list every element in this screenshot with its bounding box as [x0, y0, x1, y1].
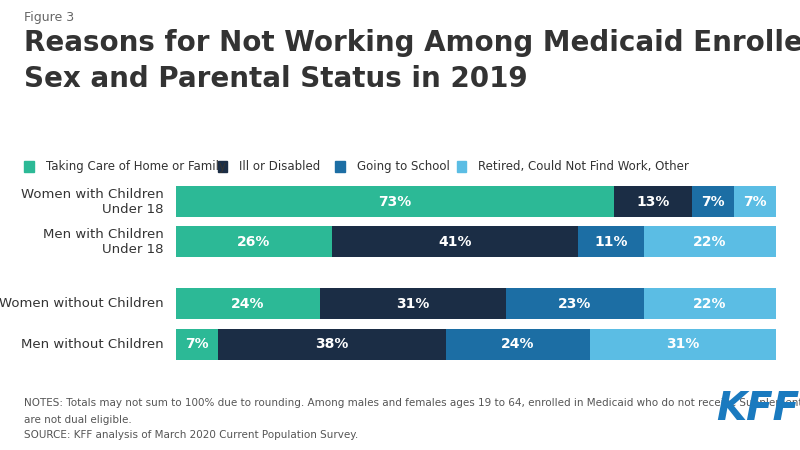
Text: Women without Children: Women without Children [0, 297, 164, 310]
Bar [176, 288, 320, 319]
Bar [578, 226, 644, 257]
Bar [176, 226, 332, 257]
Bar [644, 288, 776, 319]
Text: 13%: 13% [636, 195, 670, 209]
Text: 22%: 22% [694, 297, 726, 311]
Text: NOTES: Totals may not sum to 100% due to rounding. Among males and females ages : NOTES: Totals may not sum to 100% due to… [24, 398, 800, 408]
Text: Ill or Disabled: Ill or Disabled [239, 160, 321, 173]
Text: 26%: 26% [238, 235, 270, 249]
Bar [332, 226, 578, 257]
Bar [176, 328, 218, 360]
Bar [506, 288, 644, 319]
Text: Reasons for Not Working Among Medicaid Enrollees Vary by: Reasons for Not Working Among Medicaid E… [24, 29, 800, 57]
Text: Retired, Could Not Find Work, Other: Retired, Could Not Find Work, Other [478, 160, 690, 173]
Text: 31%: 31% [396, 297, 430, 311]
Bar [176, 186, 614, 217]
Bar [614, 186, 692, 217]
Bar [734, 186, 776, 217]
Text: 24%: 24% [231, 297, 265, 311]
Text: 31%: 31% [666, 337, 700, 351]
Text: 7%: 7% [743, 195, 767, 209]
Text: 73%: 73% [378, 195, 412, 209]
Text: Going to School: Going to School [357, 160, 450, 173]
Text: 11%: 11% [594, 235, 628, 249]
Bar [320, 288, 506, 319]
Text: are not dual eligible.: are not dual eligible. [24, 415, 132, 425]
Bar [218, 328, 446, 360]
Text: Taking Care of Home or Family: Taking Care of Home or Family [46, 160, 226, 173]
Text: KFF: KFF [716, 391, 799, 428]
Bar [644, 226, 776, 257]
Text: 38%: 38% [315, 337, 349, 351]
Text: 23%: 23% [558, 297, 592, 311]
Text: 7%: 7% [185, 337, 209, 351]
Bar [590, 328, 776, 360]
Text: Men with Children
Under 18: Men with Children Under 18 [43, 228, 164, 256]
Text: 22%: 22% [694, 235, 726, 249]
Bar [692, 186, 734, 217]
Text: 7%: 7% [701, 195, 725, 209]
Bar [446, 328, 590, 360]
Text: Figure 3: Figure 3 [24, 11, 74, 24]
Text: Men without Children: Men without Children [22, 338, 164, 351]
Text: SOURCE: KFF analysis of March 2020 Current Population Survey.: SOURCE: KFF analysis of March 2020 Curre… [24, 430, 358, 440]
Text: Sex and Parental Status in 2019: Sex and Parental Status in 2019 [24, 65, 528, 93]
Text: Women with Children
Under 18: Women with Children Under 18 [22, 188, 164, 216]
Text: 24%: 24% [502, 337, 534, 351]
Text: 41%: 41% [438, 235, 472, 249]
